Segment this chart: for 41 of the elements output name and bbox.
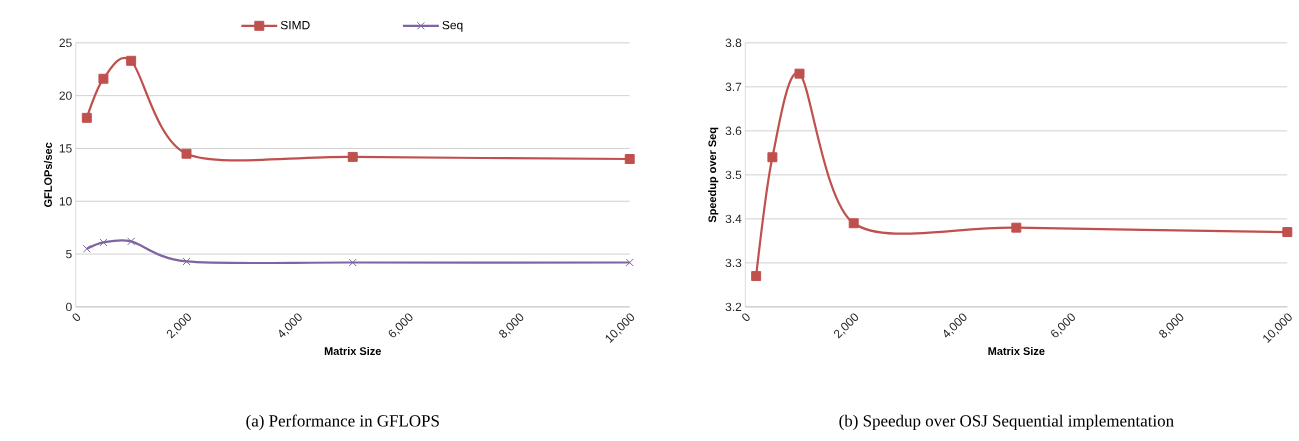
legend-label: SIMD [280,20,310,30]
x-tick-label: 0 [742,313,750,321]
point [127,237,136,246]
y-axis-title: Speedup over Seq [708,127,719,223]
y-tick-label: 3.7 [725,82,742,91]
x-tick-label: 0 [72,313,81,321]
y-axis-title: GFLOPs/sec [43,142,53,207]
y-tick-label: 5 [66,249,72,259]
point [624,153,635,164]
point [126,55,137,66]
y-tick-label: 15 [59,144,72,153]
point [99,238,108,247]
y-tick-label: 3.4 [725,214,742,223]
point [1282,226,1293,237]
x-axis-title: Matrix Size [988,346,1045,355]
point [347,151,358,162]
point [751,270,762,281]
y-tick-label: 3.2 [725,302,742,311]
text: (a) Performance in GFLOPS [246,414,439,430]
point [848,218,859,229]
y-tick-label: 20 [59,91,72,100]
y-tick-label: 3.5 [725,170,742,179]
y-tick-label: 25 [59,38,72,47]
point [81,112,92,123]
point [348,258,357,267]
point [82,244,91,253]
point [794,68,805,79]
point [182,257,191,266]
y-tick-label: 10 [59,196,72,206]
y-tick-label: 0 [66,302,72,311]
point [1011,222,1022,233]
y-tick-label: 3.3 [725,258,742,267]
point [181,148,192,159]
y-tick-label: 3.8 [725,38,742,47]
point [767,152,778,163]
x-axis-title: Matrix Size [324,346,381,355]
text: (b) Speedup over OSJ Sequential implementation [839,414,1174,430]
point [625,258,634,267]
y-tick-label: 3.6 [725,126,742,135]
point [98,73,109,84]
legend-label: Seq [442,20,463,32]
